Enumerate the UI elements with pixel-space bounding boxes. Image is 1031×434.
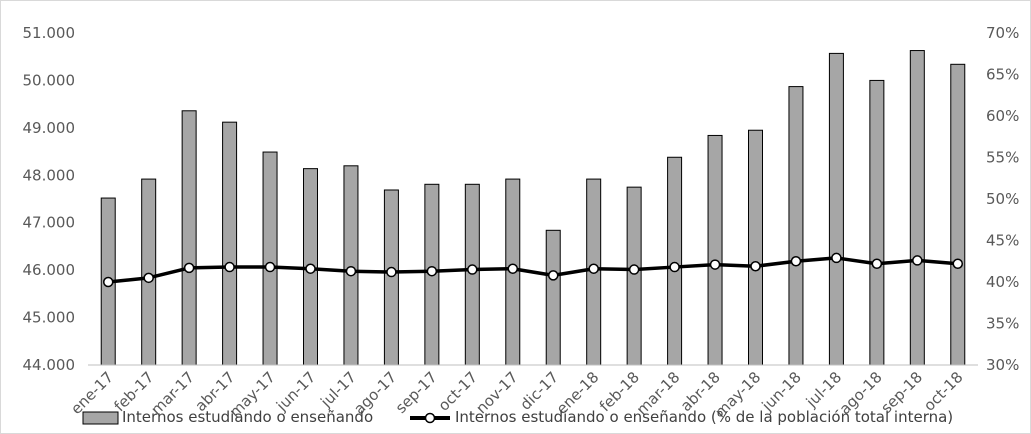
- bar: [626, 186, 642, 366]
- y-right-tick-label: 35%: [986, 315, 1019, 333]
- line-point: [102, 276, 114, 288]
- y-left-tick-label: 48.000: [23, 166, 76, 184]
- y-right-tick-label: 45%: [986, 232, 1019, 250]
- line-point: [588, 263, 599, 274]
- line-point: [547, 270, 559, 281]
- line-point: [628, 264, 640, 275]
- line-point: [871, 258, 883, 269]
- line-point: [912, 255, 923, 266]
- y-right-tick-label: 40%: [986, 273, 1019, 291]
- line-point: [305, 263, 316, 274]
- bar: [262, 151, 278, 366]
- legend-bar-swatch: [82, 411, 119, 425]
- bar: [141, 178, 157, 366]
- series-line: [108, 256, 958, 284]
- bar: [828, 52, 844, 366]
- line-point: [831, 252, 842, 264]
- line-point: [426, 265, 438, 277]
- bar: [181, 110, 197, 366]
- line-point: [507, 263, 519, 274]
- line-point: [224, 261, 235, 273]
- line-point: [143, 272, 154, 284]
- y-left-tick-label: 44.000: [23, 356, 76, 374]
- bar: [383, 189, 399, 366]
- line-point: [386, 266, 397, 278]
- line-point: [345, 265, 357, 277]
- legend: Internos estudiando o enseñando Internos…: [82, 408, 953, 426]
- line-point: [183, 262, 195, 274]
- y-left-tick-label: 45.000: [23, 309, 76, 327]
- y-left-tick-label: 49.000: [23, 119, 76, 137]
- bar: [545, 229, 561, 366]
- y-left-tick-label: 51.000: [23, 24, 76, 42]
- bar: [343, 165, 359, 366]
- bar: [707, 134, 723, 366]
- line-point: [264, 261, 276, 273]
- left-axis: 44.000 45.000 46.000 47.000 48.000 49.000 50.0…: [23, 24, 76, 374]
- line-point: [750, 260, 761, 272]
- line-point: [669, 261, 680, 273]
- bar: [950, 63, 966, 366]
- bar: [222, 121, 238, 366]
- y-left-tick-label: 46.000: [23, 261, 76, 279]
- line-point: [952, 258, 964, 269]
- y-right-tick-label: 50%: [986, 190, 1019, 208]
- y-right-tick-label: 70%: [986, 24, 1019, 42]
- y-right-tick-label: 65%: [986, 66, 1019, 84]
- y-left-tick-label: 50.000: [23, 71, 76, 89]
- bar: [748, 129, 763, 366]
- y-right-tick-label: 30%: [986, 356, 1019, 374]
- bar: [788, 86, 804, 366]
- bar: [667, 156, 683, 366]
- bar: [909, 50, 925, 366]
- line-series: [102, 252, 964, 288]
- line-point: [467, 264, 478, 275]
- line-point: [790, 256, 802, 267]
- bar: [869, 79, 885, 366]
- legend-bar-label: Internos estudiando o enseñando: [122, 408, 373, 426]
- y-right-tick-label: 55%: [986, 149, 1019, 167]
- legend-line-label: Internos estudiando o enseñando (% de la…: [455, 408, 953, 426]
- line-point: [709, 259, 721, 270]
- legend-line-marker: [424, 412, 436, 424]
- y-left-tick-label: 47.000: [23, 214, 76, 232]
- right-axis: 30% 35% 40% 45% 50% 55% 60% 65% 70%: [986, 24, 1019, 374]
- y-right-tick-label: 60%: [986, 107, 1019, 125]
